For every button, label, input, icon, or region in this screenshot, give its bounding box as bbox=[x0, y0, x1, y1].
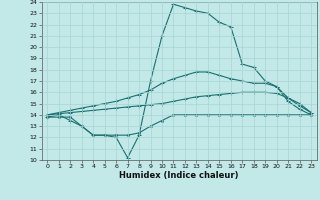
X-axis label: Humidex (Indice chaleur): Humidex (Indice chaleur) bbox=[119, 171, 239, 180]
